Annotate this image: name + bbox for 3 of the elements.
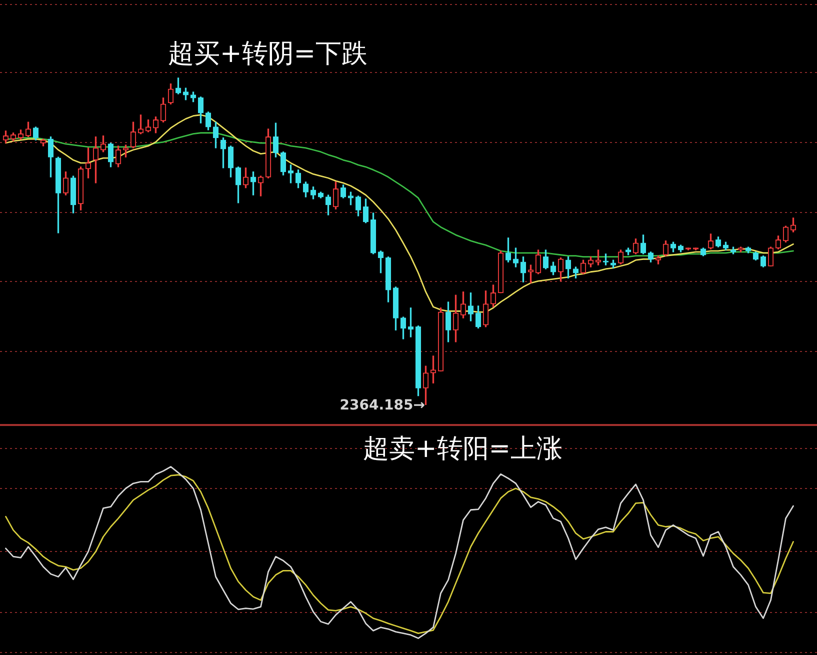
annotation: 2364.185→ xyxy=(340,398,426,414)
text: 超买+转阴=下跌 xyxy=(168,38,368,69)
text: 超卖+转阳=上涨 xyxy=(363,434,563,464)
